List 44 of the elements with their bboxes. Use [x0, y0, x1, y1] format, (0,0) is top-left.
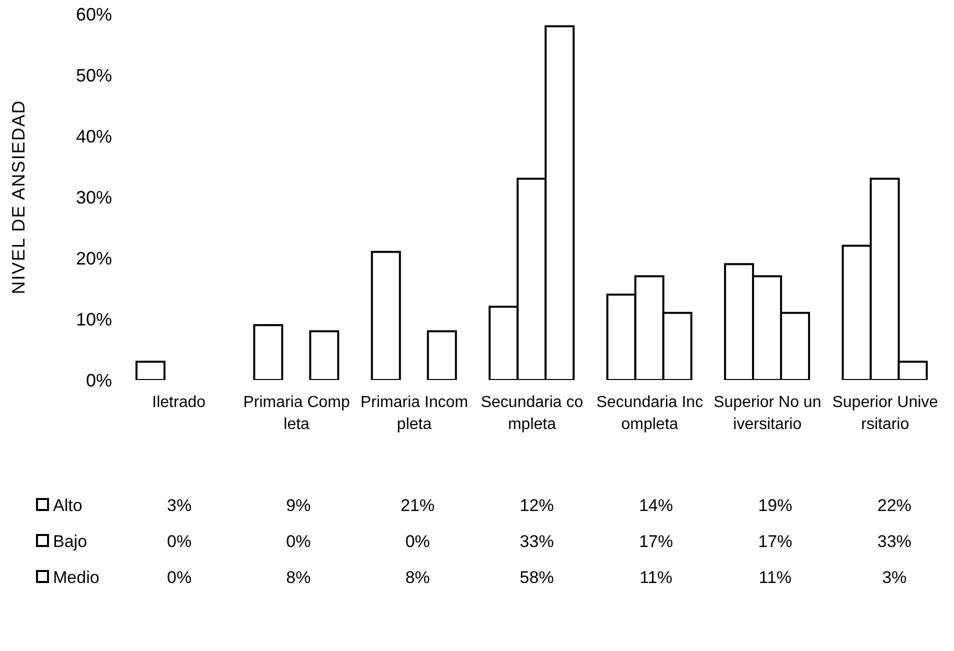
- data-label: 0%: [285, 531, 312, 553]
- data-label: 17%: [757, 531, 794, 553]
- legend-label: Bajo: [52, 531, 88, 553]
- data-label: 12%: [518, 495, 555, 517]
- data-label: 3%: [881, 567, 908, 589]
- x-tick-label: Secundaria Incompleta: [595, 393, 704, 435]
- x-tick-label: Primaria Incompleta: [359, 393, 470, 435]
- x-tick-label: Superior Universitario: [831, 393, 940, 435]
- data-label: 0%: [404, 531, 431, 553]
- data-label: 8%: [285, 567, 312, 589]
- data-label: 33%: [518, 531, 555, 553]
- y-tick-label: 30%: [76, 187, 112, 208]
- data-label: 3%: [166, 495, 193, 517]
- y-tick-label: 50%: [76, 65, 112, 86]
- data-label: 19%: [757, 495, 794, 517]
- bar: [370, 250, 401, 380]
- data-label: 9%: [285, 495, 312, 517]
- x-tick-label: Superior No universitario: [712, 393, 822, 435]
- x-tick-label: Secundaria completa: [480, 393, 584, 435]
- data-label: 17%: [638, 531, 674, 553]
- y-tick-label: 20%: [76, 248, 112, 268]
- data-label: 58%: [518, 567, 555, 589]
- y-tick-label: 40%: [76, 126, 112, 146]
- data-label: 14%: [638, 495, 674, 517]
- bar: [309, 330, 340, 380]
- legend-label: Medio: [52, 567, 100, 589]
- bar: [426, 330, 457, 380]
- y-tick-label: 60%: [76, 4, 112, 24]
- data-label: 22%: [876, 495, 912, 517]
- data-label: 11%: [758, 567, 793, 589]
- y-tick-label: 0%: [86, 370, 112, 390]
- data-label: 21%: [400, 495, 436, 517]
- data-label: 11%: [638, 567, 674, 589]
- legend-label: Alto: [52, 495, 84, 517]
- bar: [253, 324, 284, 380]
- x-tick-label: Iletrado: [151, 393, 207, 413]
- data-label: 0%: [166, 531, 193, 553]
- x-tick-label: Primaria Completa: [242, 393, 351, 435]
- bar: [135, 360, 166, 380]
- data-label: 8%: [404, 567, 431, 589]
- y-axis-title: NIVEL DE ANSIEDAD: [8, 100, 28, 294]
- y-tick-label: 10%: [76, 309, 112, 330]
- data-label: 0%: [166, 567, 193, 589]
- data-label: 33%: [876, 531, 912, 553]
